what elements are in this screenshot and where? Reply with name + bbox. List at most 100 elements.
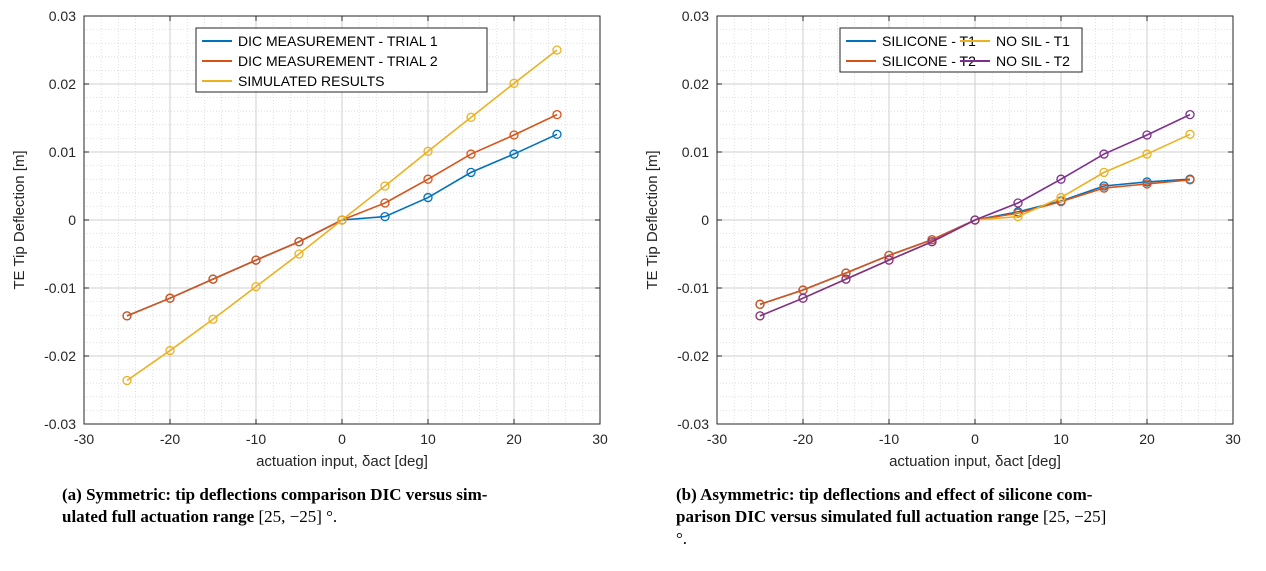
data-point — [251, 255, 261, 265]
x-axis-label: actuation input, δact [deg] — [256, 453, 428, 470]
data-point — [552, 109, 562, 120]
data-point — [380, 198, 390, 208]
series-line-3 — [126, 49, 558, 382]
data-point — [552, 129, 562, 139]
data-point — [208, 314, 218, 324]
data-point — [423, 174, 433, 184]
y-tick-label: -0.02 — [677, 348, 709, 364]
caption-a-range: [25, −25] °. — [258, 507, 338, 526]
data-point — [798, 293, 808, 303]
legend: DIC MEASUREMENT - TRIAL 1 DIC MEASUREMENT… — [195, 27, 488, 93]
data-point — [1142, 149, 1152, 159]
y-tick-label: -0.02 — [44, 348, 76, 364]
data-point — [122, 311, 132, 321]
data-point — [380, 181, 390, 191]
data-point — [251, 281, 261, 292]
y-tick-label: -0.03 — [677, 416, 709, 432]
caption-b-line2: parison DIC versus simulated full actuat… — [676, 507, 1043, 526]
data-point — [466, 167, 476, 178]
caption-a-line1: Symmetric: tip deflections comparison DI… — [81, 485, 488, 504]
data-point — [165, 293, 175, 303]
data-point — [509, 130, 519, 140]
x-tick-label: -10 — [879, 431, 899, 447]
data-point — [509, 78, 519, 88]
caption-b: (b) Asymmetric: tip deflections and effe… — [676, 484, 1236, 550]
x-tick-label: 20 — [506, 431, 522, 447]
caption-a-line2: ulated full actuation range — [62, 507, 259, 526]
x-tick-label: -20 — [160, 431, 180, 447]
data-point — [466, 112, 476, 122]
data-point — [294, 237, 304, 247]
x-tick-label: 20 — [1139, 431, 1155, 447]
data-point — [1185, 109, 1195, 120]
data-point — [1099, 183, 1109, 193]
data-point — [165, 345, 175, 356]
data-point — [423, 146, 433, 156]
y-axis-label: TE Tip Deflection [m] — [11, 150, 28, 289]
caption-b-range: [25, −25] — [1042, 507, 1107, 526]
data-point — [122, 375, 132, 386]
y-tick-label: 0 — [701, 212, 709, 228]
legend-label-3: SIMULATED RESULTS — [238, 73, 385, 89]
x-tick-label: 0 — [971, 431, 979, 447]
data-point — [1142, 179, 1152, 189]
data-point — [423, 192, 433, 203]
data-point — [208, 274, 218, 284]
y-tick-label: -0.01 — [677, 280, 709, 296]
data-point — [884, 255, 894, 265]
legend-box — [195, 27, 488, 93]
x-tick-label: -10 — [246, 431, 266, 447]
legend: SILICONE - T1 SILICONE - T2 NO SIL - T1 NO … — [839, 27, 1083, 73]
data-point — [1099, 149, 1109, 159]
legend-label-4: NO SIL - T2 — [996, 53, 1070, 69]
y-tick-label: -0.01 — [44, 280, 76, 296]
x-axis-label: actuation input, δact [deg] — [889, 453, 1061, 470]
data-point — [1099, 167, 1109, 178]
legend-label-1: DIC MEASUREMENT - TRIAL 1 — [238, 33, 438, 49]
data-point — [294, 249, 304, 259]
data-point — [1013, 211, 1023, 222]
data-point — [1056, 174, 1066, 184]
caption-b-line1: Asymmetric: tip deflections and effect o… — [696, 485, 1093, 504]
data-point — [1185, 129, 1195, 139]
series-line-4 — [759, 113, 1191, 317]
caption-b-line3: °. — [676, 529, 688, 548]
data-point — [509, 149, 519, 159]
y-tick-label: 0.01 — [682, 144, 709, 160]
chart-b: -30 -20 -10 0 10 20 30 -0.03 -0.02 -0.01 0 0.01 0.02… — [644, 8, 1241, 470]
data-point — [1142, 130, 1152, 140]
data-point — [1056, 192, 1066, 203]
y-tick-label: 0.02 — [49, 76, 76, 92]
data-point — [337, 215, 347, 225]
x-tick-label: 30 — [1225, 431, 1241, 447]
legend-label-2: SILICONE - T2 — [882, 53, 976, 69]
data-point — [1185, 175, 1195, 185]
x-tick-label: -30 — [707, 431, 727, 447]
data-point — [841, 268, 851, 278]
x-tick-label: 10 — [420, 431, 436, 447]
y-tick-label: 0 — [68, 212, 76, 228]
caption-a: (a) Symmetric: tip deflections compariso… — [62, 484, 582, 528]
x-tick-label: -30 — [74, 431, 94, 447]
legend-box — [839, 27, 1083, 73]
x-tick-label: -20 — [793, 431, 813, 447]
caption-b-label: (b) — [676, 485, 697, 504]
data-point — [1013, 198, 1023, 208]
data-point — [380, 211, 390, 222]
y-tick-label: -0.03 — [44, 416, 76, 432]
y-tick-label: 0.01 — [49, 144, 76, 160]
x-tick-label: 30 — [592, 431, 608, 447]
data-point — [970, 215, 980, 225]
data-point — [552, 45, 562, 55]
legend-label-3: NO SIL - T1 — [996, 33, 1070, 49]
data-point — [755, 311, 765, 321]
x-tick-label: 10 — [1053, 431, 1069, 447]
y-tick-label: 0.03 — [49, 8, 76, 24]
data-point — [841, 274, 851, 284]
caption-a-label: (a) — [62, 485, 82, 504]
chart-a: -30 -20 -10 0 10 20 30 -0.03 -0.02 -0.01 0 0.01 0.02… — [11, 8, 608, 470]
legend-label-2: DIC MEASUREMENT - TRIAL 2 — [238, 53, 438, 69]
data-point — [927, 237, 937, 247]
data-point — [755, 299, 765, 309]
y-axis-label: TE Tip Deflection [m] — [644, 150, 661, 289]
